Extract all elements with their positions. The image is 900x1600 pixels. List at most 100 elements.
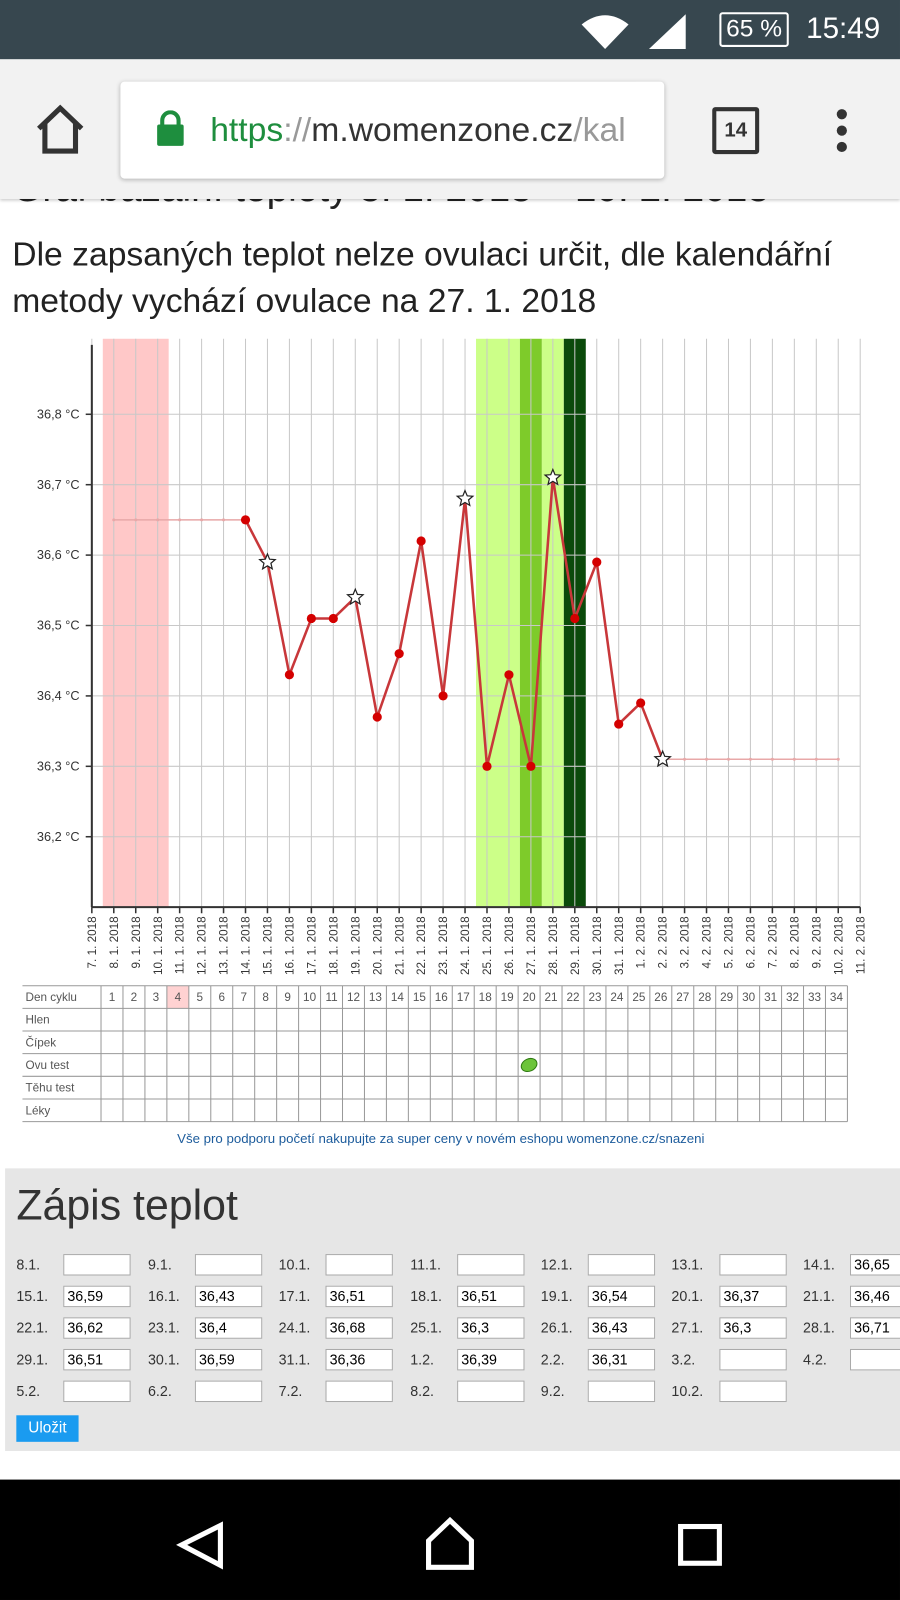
temperature-input[interactable]: 36,43 (194, 1285, 263, 1308)
shop-link[interactable]: Vše pro podporu početí nakupujte za supe… (177, 1131, 704, 1146)
date-label: 2.2. (540, 1351, 565, 1368)
temperature-input[interactable]: 36,68 (325, 1317, 393, 1339)
day-number: 24 (610, 991, 624, 1004)
extension-point (770, 757, 774, 761)
temperature-input[interactable]: 36,46 (849, 1285, 900, 1308)
date-label: 29.1. (16, 1351, 49, 1368)
temperature-input[interactable]: 36,59 (63, 1285, 131, 1308)
x-tick-label: 6. 2. 2018 (745, 916, 758, 969)
ovu-test-icon (520, 1057, 538, 1073)
date-label: 16.1. (147, 1287, 180, 1305)
date-label: 23.1. (147, 1319, 180, 1336)
temperature-input[interactable]: 36,4 (194, 1317, 263, 1339)
temperature-input[interactable] (457, 1254, 525, 1276)
extension-point (156, 518, 160, 522)
x-tick-label: 10. 1. 2018 (152, 916, 165, 975)
temperature-input[interactable]: 36,51 (457, 1285, 525, 1308)
extension-point (683, 757, 687, 761)
url-bar[interactable]: https://m.womenzone.cz/kal (120, 81, 665, 179)
date-label: 7.2. (278, 1382, 303, 1399)
temperature-input[interactable]: 36,36 (325, 1348, 393, 1371)
temperature-input[interactable] (457, 1380, 525, 1403)
x-tick-label: 1. 2. 2018 (635, 916, 648, 969)
date-label: 17.1. (278, 1287, 311, 1305)
x-tick-label: 25. 1. 2018 (481, 916, 494, 975)
summary-line: Dle zapsaných teplot nelze ovulaci určit… (12, 234, 833, 273)
date-label: 3.2. (671, 1351, 696, 1368)
temperature-input[interactable]: 36,39 (457, 1348, 525, 1371)
y-tick-label: 36,4 °C (37, 688, 80, 703)
temperature-input[interactable] (587, 1380, 656, 1403)
x-tick-label: 18. 1. 2018 (327, 916, 340, 975)
extension-point (134, 518, 138, 522)
extension-point (748, 757, 752, 761)
temperature-input[interactable]: 36,3 (457, 1317, 525, 1339)
nav-bar (0, 1479, 900, 1600)
x-tick-label: 2. 2. 2018 (657, 916, 670, 969)
temperature-input[interactable] (849, 1348, 900, 1371)
home-button[interactable] (35, 104, 86, 155)
wifi-icon (581, 15, 629, 49)
point (614, 719, 624, 729)
temperature-input[interactable]: 36,62 (63, 1317, 131, 1339)
temperature-input[interactable] (325, 1380, 393, 1403)
point (592, 557, 602, 567)
status-bar: 65 % 15:49 (0, 0, 900, 60)
star-point (543, 467, 563, 486)
day-number: 22 (566, 991, 579, 1004)
temperature-input[interactable] (194, 1254, 263, 1276)
date-label: 14.1. (803, 1256, 835, 1273)
date-label: 6.2. (147, 1382, 172, 1399)
home-nav-button[interactable] (426, 1516, 474, 1570)
day-number: 23 (588, 991, 601, 1004)
x-tick-label: 19. 1. 2018 (349, 916, 362, 975)
temperature-input[interactable] (587, 1254, 656, 1276)
day-number: 21 (545, 991, 558, 1004)
day-number: 11 (325, 991, 337, 1004)
temperature-input[interactable]: 36,71 (849, 1317, 900, 1339)
temperature-input[interactable]: 36,37 (719, 1285, 787, 1308)
tabs-button[interactable]: 14 (712, 107, 760, 155)
date-label: 19.1. (540, 1287, 573, 1305)
temperature-input[interactable] (719, 1380, 787, 1403)
y-tick-label: 36,7 °C (37, 477, 80, 492)
temperature-input[interactable]: 36,31 (587, 1348, 656, 1371)
date-label: 11.1. (410, 1256, 441, 1273)
temperature-input[interactable]: 36,43 (587, 1317, 656, 1339)
x-tick-label: 31. 1. 2018 (613, 916, 626, 975)
temperature-input[interactable]: 36,3 (719, 1317, 787, 1339)
temperature-input[interactable] (719, 1348, 787, 1371)
menu-button[interactable] (832, 108, 852, 153)
day-number: 4 (175, 991, 182, 1004)
day-number: 20 (523, 991, 537, 1004)
temperature-input[interactable] (63, 1380, 131, 1403)
point (416, 536, 426, 546)
temperature-input[interactable]: 36,51 (325, 1285, 393, 1308)
temperature-input[interactable]: 36,54 (587, 1285, 656, 1308)
temperature-input[interactable] (325, 1254, 393, 1276)
temperature-input[interactable] (719, 1254, 787, 1276)
day-number: 33 (808, 991, 821, 1004)
temperature-input[interactable] (194, 1380, 263, 1403)
date-label: 26.1. (540, 1319, 573, 1336)
temperature-form: Zápis teplot Uložit 8.1. 9.1. 10.1. 11.1. 12… (5, 1168, 900, 1452)
recents-button[interactable] (678, 1523, 722, 1566)
temperature-input[interactable] (63, 1254, 131, 1276)
date-label: 9.2. (540, 1382, 565, 1399)
x-tick-label: 12. 1. 2018 (196, 916, 209, 975)
temperature-input[interactable]: 36,59 (194, 1348, 263, 1371)
x-tick-label: 15. 1. 2018 (262, 916, 275, 975)
day-number: 31 (764, 991, 777, 1004)
date-label: 21.1. (803, 1287, 835, 1305)
extension-point (836, 757, 840, 761)
save-button[interactable]: Uložit (16, 1415, 79, 1442)
row-label: Čípek (26, 1036, 57, 1049)
temperature-input[interactable]: 36,65 (849, 1254, 900, 1276)
x-tick-label: 17. 1. 2018 (305, 916, 318, 975)
day-number: 13 (369, 991, 382, 1004)
temperature-input[interactable]: 36,51 (63, 1348, 131, 1371)
day-number: 34 (830, 991, 844, 1004)
back-button[interactable] (176, 1521, 223, 1570)
x-tick-label: 16. 1. 2018 (283, 916, 296, 975)
x-tick-label: 13. 1. 2018 (218, 916, 231, 975)
